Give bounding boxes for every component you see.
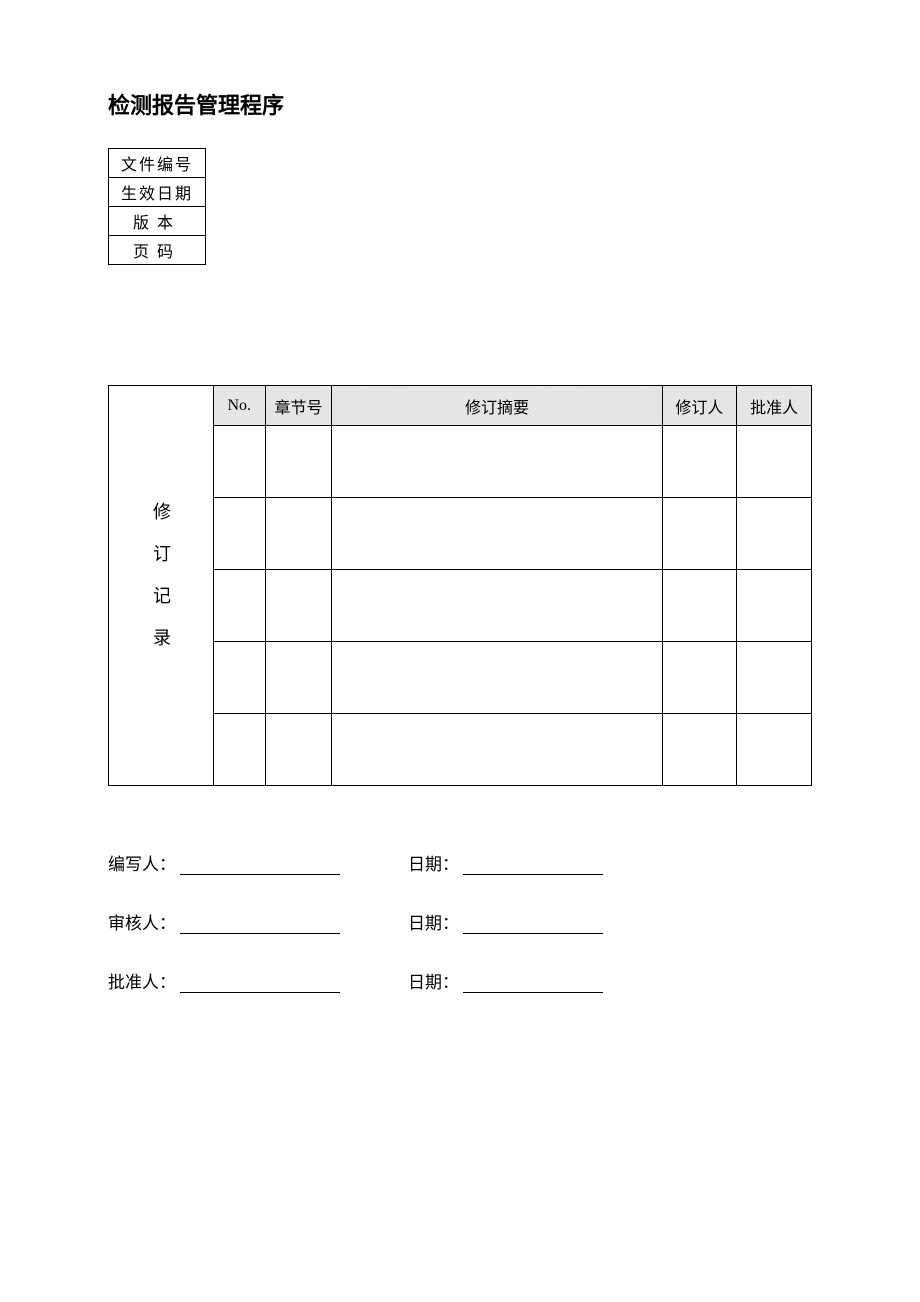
reviewer-date-field: 日期： [408,909,603,934]
reviewer-line [180,933,340,934]
table-row [109,642,812,714]
col-header-chapter: 章节号 [265,386,332,426]
cell-summary [332,714,662,786]
approver-field: 批准人： [108,968,408,993]
signatures-section: 编写人： 日期： 审核人： 日期： 批准人： 日期 [108,850,812,993]
revision-table: 修订记录 No. 章节号 修订摘要 修订人 批准人 [108,385,812,786]
writer-line [180,874,340,875]
date-line [463,992,603,993]
cell-approver [737,426,812,498]
writer-label: 编写人： [108,850,176,875]
date-label: 日期： [408,850,459,875]
cell-no [214,498,266,570]
cell-reviser [662,714,737,786]
cell-no [214,570,266,642]
cell-chapter [265,426,332,498]
col-header-reviser: 修订人 [662,386,737,426]
cell-approver [737,714,812,786]
table-row [109,498,812,570]
info-row-file-number: 文件编号 [109,149,206,178]
cell-summary [332,426,662,498]
approver-line [180,992,340,993]
date-line [463,874,603,875]
info-row-page: 页码 [109,236,206,265]
signature-row-reviewer: 审核人： 日期： [108,909,812,934]
cell-no [214,714,266,786]
cell-approver [737,570,812,642]
cell-summary [332,570,662,642]
document-title: 检测报告管理程序 [108,88,812,120]
page-container: 检测报告管理程序 文件编号 生效日期 版本 页码 修订记录 No. 章节号 修订… [0,0,920,993]
cell-reviser [662,570,737,642]
table-row [109,426,812,498]
signature-row-approver: 批准人： 日期： [108,968,812,993]
signature-row-writer: 编写人： 日期： [108,850,812,875]
writer-date-field: 日期： [408,850,603,875]
col-header-summary: 修订摘要 [332,386,662,426]
cell-reviser [662,642,737,714]
cell-reviser [662,426,737,498]
col-header-approver: 批准人 [737,386,812,426]
cell-summary [332,642,662,714]
cell-reviser [662,498,737,570]
info-row-effective-date: 生效日期 [109,178,206,207]
date-line [463,933,603,934]
col-header-no: No. [214,386,266,426]
reviewer-label: 审核人： [108,909,176,934]
table-row [109,714,812,786]
cell-approver [737,498,812,570]
cell-summary [332,498,662,570]
info-row-version: 版本 [109,207,206,236]
cell-no [214,642,266,714]
approver-label: 批准人： [108,968,176,993]
date-label: 日期： [408,909,459,934]
date-label: 日期： [408,968,459,993]
cell-chapter [265,498,332,570]
table-row [109,570,812,642]
cell-chapter [265,642,332,714]
cell-no [214,426,266,498]
cell-chapter [265,570,332,642]
revision-side-label: 修订记录 [109,386,214,786]
approver-date-field: 日期： [408,968,603,993]
cell-chapter [265,714,332,786]
reviewer-field: 审核人： [108,909,408,934]
info-table: 文件编号 生效日期 版本 页码 [108,148,206,265]
cell-approver [737,642,812,714]
writer-field: 编写人： [108,850,408,875]
